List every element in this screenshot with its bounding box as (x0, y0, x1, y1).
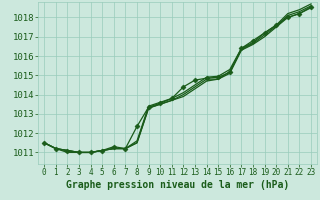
X-axis label: Graphe pression niveau de la mer (hPa): Graphe pression niveau de la mer (hPa) (66, 180, 289, 190)
